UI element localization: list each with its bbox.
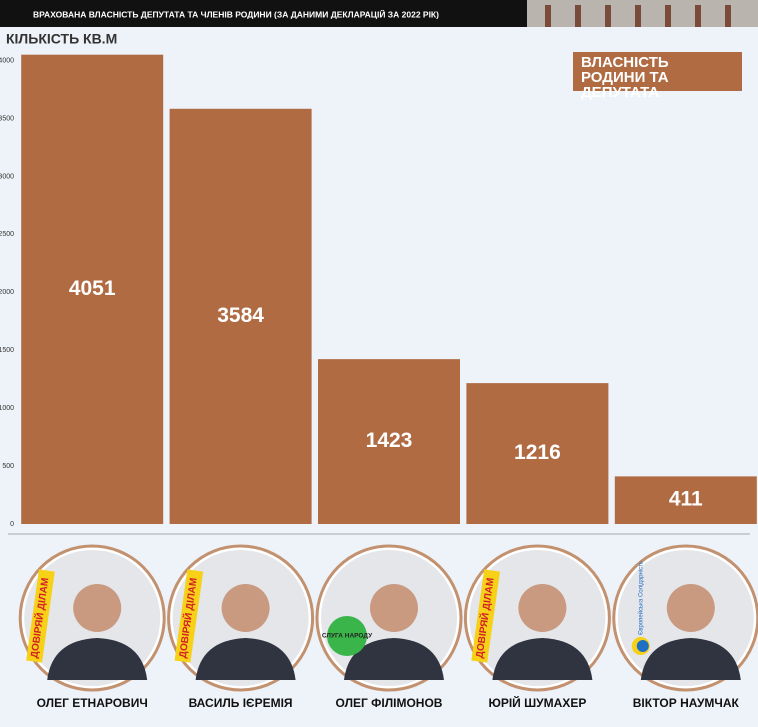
photo-body [344, 638, 444, 680]
y-tick-label: 0 [10, 521, 14, 528]
value-label: 1423 [366, 429, 413, 452]
y-tick-label: 2500 [0, 231, 14, 238]
candidate-name: ЮРІЙ ШУМАХЕР [488, 695, 586, 710]
party-label: СЛУГА НАРОДУ [322, 633, 373, 640]
photo-body [47, 638, 148, 680]
candidate-name: ВАСИЛЬ ІЄРЕМІЯ [189, 696, 293, 710]
bar [169, 108, 312, 524]
party-badge [174, 569, 204, 663]
value-label: 3584 [217, 304, 264, 327]
y-tick-label: 500 [2, 463, 14, 470]
y-tick-label: 3500 [0, 115, 14, 122]
bar [614, 476, 757, 524]
y-axis-label: КІЛЬКІСТЬ КВ.М [6, 31, 117, 47]
y-tick-label: 2000 [0, 289, 14, 296]
candidate-name: ОЛЕГ ФІЛІМОНОВ [336, 696, 443, 710]
photo-head [518, 584, 567, 632]
header-photo [527, 0, 758, 27]
party-badge [26, 569, 55, 663]
photo-head [221, 584, 270, 632]
y-tick-label: 4000 [0, 57, 14, 64]
party-badge [327, 616, 367, 656]
photo-body [640, 638, 741, 680]
party-badge-b [636, 640, 649, 652]
value-label: 411 [669, 488, 703, 511]
legend-entry: ВЛАСНІСТЬ РОДИНИ ТА ДЕПУТАТА [573, 52, 742, 100]
value-label: 4051 [69, 277, 116, 300]
party-label: Європейська Солідарність [637, 561, 644, 635]
photo-body [492, 638, 593, 680]
bar [21, 54, 164, 525]
bar [318, 359, 460, 524]
photo-head [73, 584, 122, 632]
chart-title: ВРАХОВАНА ВЛАСНІСТЬ ДЕПУТАТА ТА ЧЛЕНІВ Р… [33, 8, 439, 19]
header-photo-columns [545, 5, 731, 27]
candidate-name: ОЛЕГ ЕТНАРОВИЧ [37, 696, 148, 710]
photo-body [195, 638, 296, 680]
bar [466, 383, 609, 524]
photo-head [370, 584, 418, 632]
photo-head [666, 584, 715, 632]
value-label: 1216 [514, 441, 561, 464]
y-tick-label: 1000 [0, 405, 14, 412]
party-badge [471, 569, 501, 663]
y-tick-label: 1500 [0, 347, 14, 354]
candidate-name: ВІКТОР НАУМЧАК [633, 696, 740, 710]
y-tick-label: 3000 [0, 173, 14, 180]
